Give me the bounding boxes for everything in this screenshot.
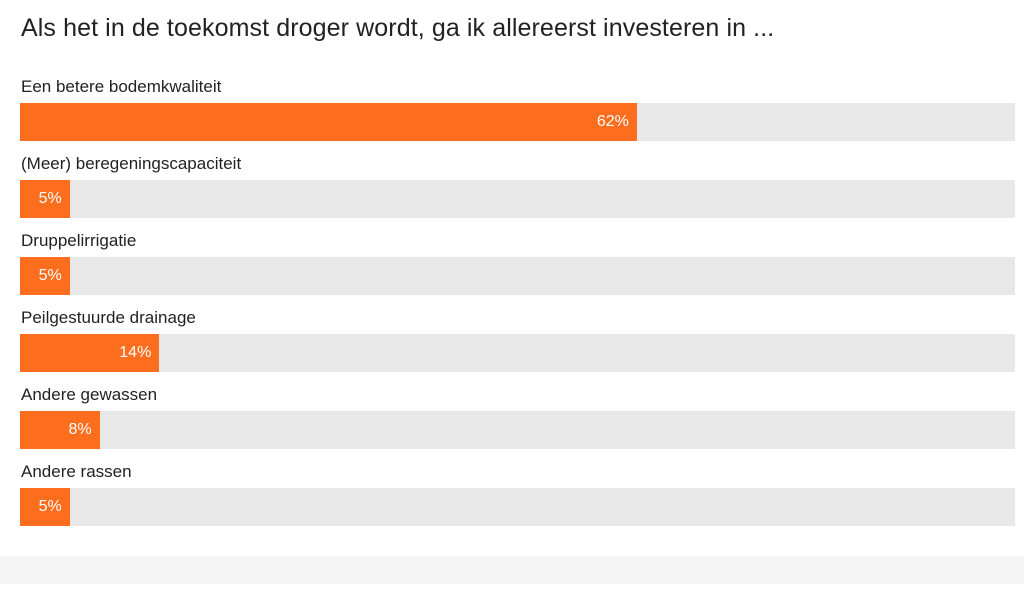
bar-fill: 14% — [20, 334, 160, 372]
option-label: Andere rassen — [21, 462, 132, 481]
bar-track: 14% — [20, 334, 1015, 372]
option-label: Een betere bodemkwaliteit — [21, 77, 222, 96]
poll-option: Andere rassen 5% — [20, 461, 1015, 538]
bottom-area — [0, 584, 1024, 609]
poll-option: Druppelirrigatie 5% — [20, 230, 1015, 307]
poll-title: Als het in de toekomst droger wordt, ga … — [21, 14, 775, 42]
bar-fill: 5% — [20, 488, 70, 526]
bar-track: 8% — [20, 411, 1015, 449]
poll-widget: Als het in de toekomst droger wordt, ga … — [20, 14, 1015, 538]
poll-option: Andere gewassen 8% — [20, 384, 1015, 461]
footer-strip — [0, 556, 1024, 584]
bar-fill: 5% — [20, 257, 70, 295]
bar-track: 5% — [20, 257, 1015, 295]
bar-track: 5% — [20, 180, 1015, 218]
option-label: (Meer) beregeningscapaciteit — [21, 154, 242, 173]
bar-fill: 62% — [20, 103, 637, 141]
poll-option: Een betere bodemkwaliteit 62% — [20, 76, 1015, 153]
bar-value-label: 62% — [596, 113, 629, 130]
bar-value-label: 5% — [38, 498, 62, 515]
bar-value-label: 8% — [68, 421, 92, 438]
option-label: Peilgestuurde drainage — [21, 308, 196, 327]
poll-option: Peilgestuurde drainage 14% — [20, 307, 1015, 384]
option-label: Andere gewassen — [21, 385, 158, 404]
poll-option: (Meer) beregeningscapaciteit 5% — [20, 153, 1015, 230]
bar-value-label: 5% — [38, 267, 62, 284]
bar-fill: 5% — [20, 180, 70, 218]
bar-value-label: 5% — [38, 190, 62, 207]
poll-options: Een betere bodemkwaliteit 62% (Meer) bereg… — [20, 76, 1015, 538]
bar-track: 5% — [20, 488, 1015, 526]
option-label: Druppelirrigatie — [21, 231, 137, 250]
bar-fill: 8% — [20, 411, 100, 449]
bar-value-label: 14% — [119, 344, 152, 361]
bar-track: 62% — [20, 103, 1015, 141]
